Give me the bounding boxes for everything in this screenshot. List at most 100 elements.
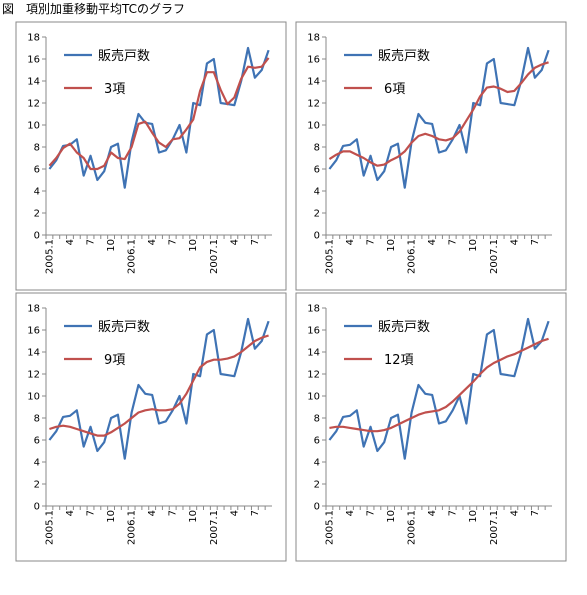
- y-tick-label: 14: [307, 77, 320, 88]
- x-tick-label: 2005.1: [324, 239, 335, 274]
- x-tick-label: 4: [229, 510, 240, 516]
- x-tick-label: 2006.1: [127, 239, 138, 274]
- x-tick-label: 7: [86, 510, 97, 516]
- x-tick-label: 2006.1: [127, 510, 138, 545]
- x-tick-label: 10: [106, 239, 117, 252]
- x-tick-label: 10: [188, 510, 199, 523]
- x-tick-label: 2005.1: [44, 510, 55, 545]
- y-tick-label: 18: [307, 33, 320, 44]
- x-tick-label: 7: [366, 510, 377, 516]
- x-tick-label: 4: [147, 510, 158, 516]
- y-tick-label: 8: [34, 143, 40, 154]
- y-tick-label: 8: [314, 414, 320, 425]
- y-tick-label: 2: [34, 480, 40, 491]
- x-tick-label: 2007.1: [489, 239, 500, 274]
- y-tick-label: 12: [27, 370, 40, 381]
- x-tick-label: 10: [188, 239, 199, 252]
- x-tick-label: 4: [345, 239, 356, 245]
- y-tick-label: 2: [314, 480, 320, 491]
- x-tick-label: 7: [168, 510, 179, 516]
- y-tick-label: 10: [27, 121, 40, 132]
- y-tick-label: 14: [27, 348, 40, 359]
- chart-frame: [15, 21, 287, 291]
- y-tick-label: 18: [27, 304, 40, 315]
- x-tick-label: 10: [386, 510, 397, 523]
- x-tick-label: 4: [345, 510, 356, 516]
- series-line: [328, 317, 550, 460]
- y-tick-label: 0: [314, 502, 320, 513]
- y-tick-label: 8: [314, 143, 320, 154]
- y-tick-label: 10: [307, 392, 320, 403]
- series-line: [48, 46, 270, 189]
- legend-label: 9項: [104, 353, 125, 368]
- x-tick-label: 4: [65, 239, 76, 245]
- x-tick-label: 10: [468, 510, 479, 523]
- y-tick-label: 18: [27, 33, 40, 44]
- y-tick-label: 4: [34, 458, 40, 469]
- x-tick-label: 7: [530, 239, 541, 245]
- y-tick-label: 2: [34, 209, 40, 220]
- legend-label: 12項: [384, 353, 414, 368]
- x-tick-label: 7: [250, 510, 261, 516]
- x-tick-label: 2007.1: [209, 239, 220, 274]
- y-tick-label: 16: [307, 55, 320, 66]
- x-tick-label: 7: [168, 239, 179, 245]
- y-tick-label: 16: [27, 55, 40, 66]
- legend-label: 販売戸数: [98, 319, 150, 335]
- series-line: [328, 46, 550, 189]
- x-tick-label: 4: [427, 239, 438, 245]
- y-tick-label: 6: [314, 165, 320, 176]
- x-tick-label: 2007.1: [489, 510, 500, 545]
- y-tick-label: 12: [307, 370, 320, 381]
- x-tick-label: 2007.1: [209, 510, 220, 545]
- series-line: [49, 334, 269, 437]
- y-tick-label: 16: [27, 326, 40, 337]
- x-tick-label: 7: [86, 239, 97, 245]
- x-tick-label: 4: [509, 510, 520, 516]
- x-tick-label: 10: [468, 239, 479, 252]
- page-title: 図 項別加重移動平均TCのグラフ: [2, 2, 185, 16]
- y-tick-label: 10: [307, 121, 320, 132]
- x-tick-label: 4: [229, 239, 240, 245]
- y-tick-label: 4: [314, 187, 320, 198]
- x-tick-label: 2006.1: [407, 510, 418, 545]
- y-tick-label: 6: [34, 165, 40, 176]
- y-tick-label: 4: [34, 187, 40, 198]
- chart-frame: [295, 292, 567, 562]
- chart-frame: [15, 292, 287, 562]
- chart-frame: [295, 21, 567, 291]
- series-line: [48, 57, 270, 171]
- x-tick-label: 2005.1: [44, 239, 55, 274]
- series-line: [48, 317, 270, 460]
- x-tick-label: 7: [448, 510, 459, 516]
- y-tick-label: 14: [307, 348, 320, 359]
- y-tick-label: 0: [34, 502, 40, 513]
- x-tick-label: 4: [427, 510, 438, 516]
- legend-label: 販売戸数: [98, 48, 150, 64]
- y-tick-label: 10: [27, 392, 40, 403]
- x-tick-label: 7: [448, 239, 459, 245]
- y-tick-label: 18: [307, 304, 320, 315]
- y-tick-label: 12: [27, 99, 40, 110]
- x-tick-label: 10: [106, 510, 117, 523]
- x-tick-label: 7: [250, 239, 261, 245]
- x-tick-label: 4: [65, 510, 76, 516]
- x-tick-label: 7: [366, 239, 377, 245]
- y-tick-label: 14: [27, 77, 40, 88]
- series-line: [328, 61, 549, 167]
- x-tick-label: 7: [530, 510, 541, 516]
- x-tick-label: 10: [386, 239, 397, 252]
- y-tick-label: 2: [314, 209, 320, 220]
- x-tick-label: 2005.1: [324, 510, 335, 545]
- y-tick-label: 12: [307, 99, 320, 110]
- x-tick-label: 4: [147, 239, 158, 245]
- legend-label: 販売戸数: [378, 319, 430, 335]
- y-tick-label: 6: [314, 436, 320, 447]
- y-tick-label: 4: [314, 458, 320, 469]
- series-line: [329, 337, 549, 433]
- legend-label: 販売戸数: [378, 48, 430, 64]
- y-tick-label: 8: [34, 414, 40, 425]
- legend-label: 6項: [384, 82, 405, 97]
- y-tick-label: 0: [314, 231, 320, 242]
